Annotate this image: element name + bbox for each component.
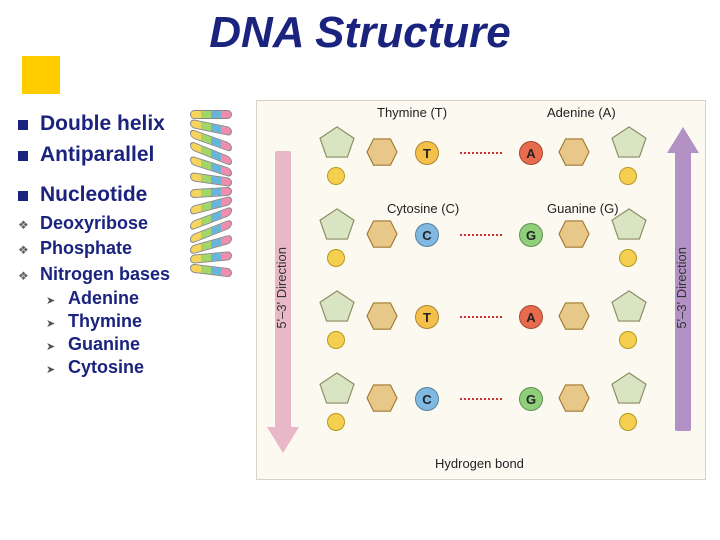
- diamond-bullet-icon: ❖: [18, 218, 30, 232]
- nitrogen-base-icon: [557, 383, 591, 413]
- chevron-bullet-icon: ➤: [46, 317, 58, 330]
- list-subsubitem: ➤ Cytosine: [46, 357, 243, 378]
- hydrogen-bond-icon: [460, 316, 502, 318]
- base-letter: G: [519, 223, 543, 247]
- base-letter: T: [415, 305, 439, 329]
- square-bullet-icon: [18, 151, 28, 161]
- phosphate-icon: [619, 249, 637, 267]
- base-letter: C: [415, 387, 439, 411]
- base-letter: A: [519, 141, 543, 165]
- list-subsubitem-label: Cytosine: [68, 357, 144, 378]
- nitrogen-base-icon: [365, 383, 399, 413]
- list-subitem-label: Deoxyribose: [40, 212, 148, 235]
- square-bullet-icon: [18, 120, 28, 130]
- phosphate-icon: [327, 249, 345, 267]
- base-letter: A: [519, 305, 543, 329]
- phosphate-icon: [327, 331, 345, 349]
- list-subitem-label: Phosphate: [40, 237, 132, 260]
- phosphate-icon: [619, 167, 637, 185]
- nitrogen-base-icon: [365, 137, 399, 167]
- deoxyribose-sugar-icon: [610, 371, 648, 405]
- direction-arrow-right: 5'–3' Direction: [671, 127, 695, 457]
- base-label-thymine: Thymine (T): [377, 105, 447, 120]
- dna-helix-illustration: [190, 110, 236, 290]
- deoxyribose-sugar-icon: [610, 125, 648, 159]
- diamond-bullet-icon: ❖: [18, 243, 30, 257]
- base-label-adenine: Adenine (A): [547, 105, 616, 120]
- nitrogen-base-icon: [557, 137, 591, 167]
- deoxyribose-sugar-icon: [318, 125, 356, 159]
- list-item-label: Nucleotide: [40, 181, 147, 208]
- nitrogen-base-icon: [365, 219, 399, 249]
- hydrogen-bond-icon: [460, 398, 502, 400]
- list-subsubitem: ➤ Guanine: [46, 334, 243, 355]
- chevron-bullet-icon: ➤: [46, 363, 58, 376]
- list-item-label: Antiparallel: [40, 141, 154, 168]
- direction-label: 5'–3' Direction: [674, 247, 689, 329]
- phosphate-icon: [619, 413, 637, 431]
- hydrogen-bond-icon: [460, 152, 502, 154]
- chevron-bullet-icon: ➤: [46, 294, 58, 307]
- nitrogen-base-icon: [557, 219, 591, 249]
- slide-title: DNA Structure: [0, 8, 720, 58]
- list-subsubitem-label: Adenine: [68, 288, 139, 309]
- deoxyribose-sugar-icon: [318, 371, 356, 405]
- chevron-bullet-icon: ➤: [46, 340, 58, 353]
- direction-arrow-left: 5'–3' Direction: [271, 127, 295, 457]
- sugar-phosphate-backbone-left: [315, 115, 359, 463]
- deoxyribose-sugar-icon: [318, 289, 356, 323]
- hydrogen-bond-icon: [460, 234, 502, 236]
- diamond-bullet-icon: ❖: [18, 269, 30, 283]
- nitrogen-base-icon: [557, 301, 591, 331]
- list-subsubitem: ➤ Adenine: [46, 288, 243, 309]
- deoxyribose-sugar-icon: [610, 207, 648, 241]
- nitrogen-base-icon: [365, 301, 399, 331]
- base-letter: G: [519, 387, 543, 411]
- base-label-cytosine: Cytosine (C): [387, 201, 459, 216]
- square-bullet-icon: [18, 191, 28, 201]
- deoxyribose-sugar-icon: [318, 207, 356, 241]
- phosphate-icon: [327, 167, 345, 185]
- dna-basepair-diagram: 5'–3' Direction 5'–3' Direction Thymine …: [256, 100, 706, 480]
- list-subitem-label: Nitrogen bases: [40, 263, 170, 286]
- phosphate-icon: [619, 331, 637, 349]
- list-subsubitem-label: Guanine: [68, 334, 140, 355]
- base-letter: C: [415, 223, 439, 247]
- list-subsubitem-label: Thymine: [68, 311, 142, 332]
- accent-square: [22, 56, 60, 94]
- phosphate-icon: [327, 413, 345, 431]
- list-subsubitem: ➤ Thymine: [46, 311, 243, 332]
- sugar-phosphate-backbone-right: [607, 115, 651, 463]
- list-item-label: Double helix: [40, 110, 165, 137]
- deoxyribose-sugar-icon: [610, 289, 648, 323]
- direction-label: 5'–3' Direction: [274, 247, 289, 329]
- hydrogen-bond-label: Hydrogen bond: [435, 456, 524, 471]
- base-letter: T: [415, 141, 439, 165]
